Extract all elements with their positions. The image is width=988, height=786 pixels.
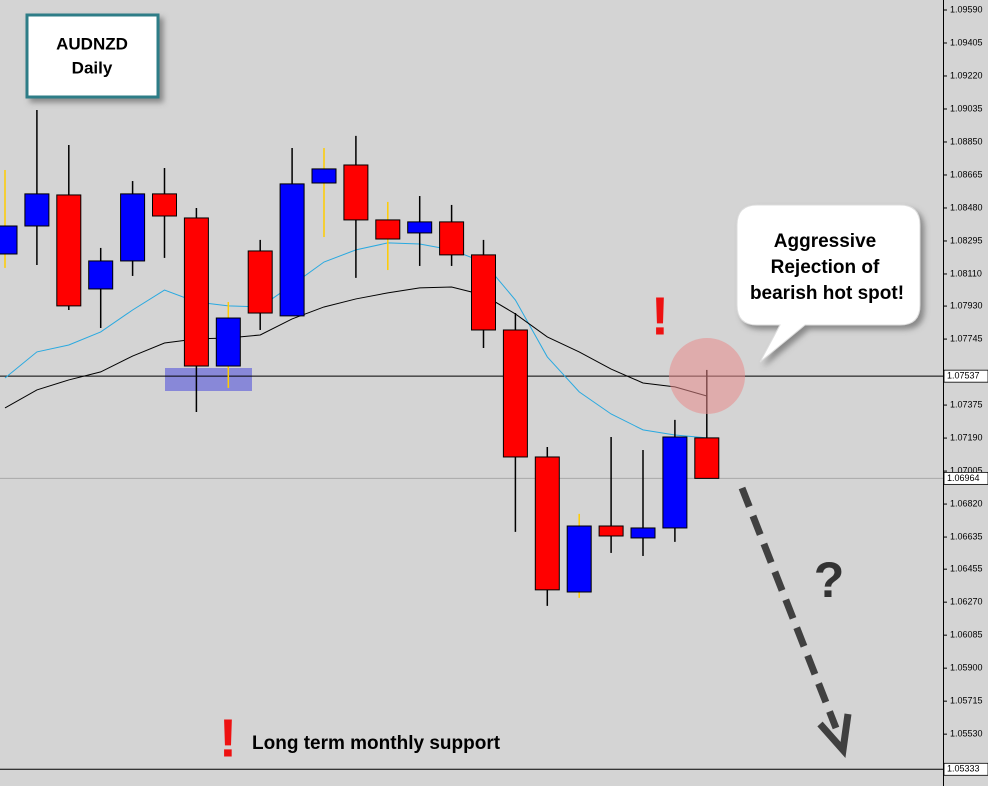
candle-body: [88, 260, 114, 290]
y-tick-label: 1.05530: [950, 729, 983, 739]
y-tick-label: 1.05900: [950, 663, 983, 673]
y-tick-label: 1.08295: [950, 235, 983, 245]
exclamation: !: [651, 286, 669, 346]
candle-body: [439, 221, 465, 256]
candle-body: [471, 254, 496, 331]
support-zone: [165, 368, 252, 391]
candle-body: [375, 219, 401, 240]
y-tick-label: 1.06455: [950, 564, 983, 574]
candle-body: [247, 250, 273, 314]
y-tick-label: 1.09405: [950, 37, 983, 47]
dashed-arrow: [738, 486, 840, 730]
candle-body: [343, 164, 369, 221]
support-note: Long term monthly support: [252, 733, 501, 754]
y-tick-label: 1.08665: [950, 169, 983, 179]
y-tick-label: 1.07190: [950, 432, 983, 442]
exclamation: !: [219, 708, 237, 768]
y-tick-label: 1.06085: [950, 630, 983, 640]
y-tick-label: 1.07930: [950, 300, 983, 310]
y-tick-label: 1.05715: [950, 696, 983, 706]
y-tick-label: 1.07745: [950, 333, 983, 343]
candle-body: [630, 527, 656, 539]
y-tick-label: 1.07375: [950, 399, 983, 409]
arrow: [738, 486, 852, 759]
question-mark: ?: [814, 552, 845, 608]
candle-body: [183, 217, 209, 367]
candle-body: [694, 437, 720, 479]
callout-text: Rejection of: [771, 257, 880, 278]
price-label: 1.06964: [947, 473, 980, 483]
y-tick-label: 1.08480: [950, 202, 983, 212]
y-tick-label: 1.09035: [950, 103, 983, 113]
price-label-box: [943, 762, 988, 776]
candle-body: [0, 225, 18, 255]
candle-body: [215, 317, 241, 367]
candle-body: [311, 168, 337, 184]
price-label-box: [943, 471, 988, 485]
y-tick-label: 1.08110: [950, 268, 982, 278]
candle-body: [502, 329, 528, 458]
y-tick-label: 1.09590: [950, 4, 983, 14]
candle-body: [598, 525, 624, 537]
moving-average: [4, 286, 707, 409]
candle-body: [24, 193, 50, 227]
y-tick-label: 1.06820: [950, 498, 983, 508]
candle-body: [279, 183, 305, 317]
candle-body: [152, 193, 177, 217]
plot: 1.09590 1.09405 1.09220 1.09035 1.08850 1.086…: [0, 4, 988, 776]
candle-body: [566, 525, 592, 593]
y-tick-label: 1.06270: [950, 597, 983, 607]
candle-body: [56, 194, 82, 307]
candle-body: [662, 436, 688, 529]
price-label-box: [943, 369, 988, 383]
y-tick-label: 1.06635: [950, 531, 983, 541]
y-tick-label: 1.09220: [950, 70, 983, 80]
candle-body: [120, 193, 146, 262]
candle-body: [407, 221, 433, 234]
price-label: 1.05333: [947, 764, 980, 774]
y-tick-label: 1.08850: [950, 136, 983, 146]
hot-spot: [669, 338, 745, 414]
callout-bubble: [736, 204, 921, 363]
price-label: 1.07537: [947, 371, 980, 381]
candle-body: [534, 456, 560, 591]
callout: Aggressive Rejection of bearish hot spot…: [736, 204, 921, 363]
title-box: [25, 13, 160, 99]
chart-title: AUDNZD: [56, 34, 128, 53]
y-tick-label: 1.07005: [950, 465, 983, 475]
callout-text: Aggressive: [774, 231, 876, 252]
callout-text: bearish hot spot!: [750, 283, 904, 304]
chart-subtitle: Daily: [72, 58, 113, 77]
arrow-head: [817, 713, 852, 759]
